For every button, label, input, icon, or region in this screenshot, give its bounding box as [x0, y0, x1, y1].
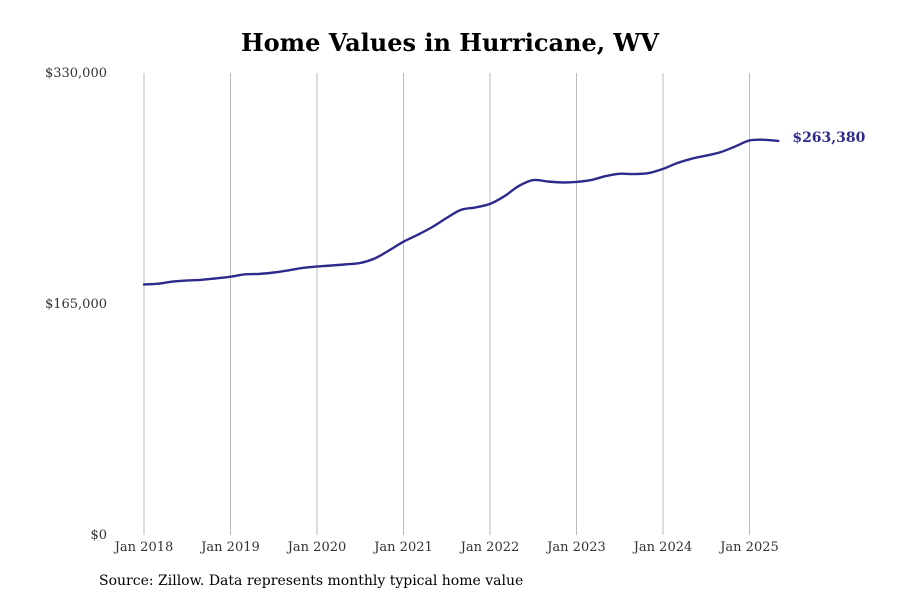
y-tick-label: $330,000 — [45, 66, 107, 81]
x-tick-label: Jan 2020 — [286, 540, 347, 555]
x-tick-label: Jan 2023 — [545, 540, 606, 555]
x-tick-label: Jan 2019 — [199, 540, 260, 555]
x-tick-label: Jan 2024 — [632, 540, 693, 555]
home-value-line — [142, 138, 780, 286]
x-tick-label: Jan 2022 — [459, 540, 520, 555]
x-tick-label: Jan 2018 — [113, 540, 174, 555]
y-tick-label: $0 — [90, 528, 107, 543]
chart-title: Home Values in Hurricane, WV — [241, 28, 659, 57]
source-note: Source: Zillow. Data represents monthly … — [99, 573, 524, 589]
grid-layer — [143, 73, 750, 535]
latest-value-label: $263,380 — [792, 130, 865, 146]
x-axis-labels: Jan 2018 Jan 2019 Jan 2020 Jan 2021 Jan 2022… — [113, 540, 779, 555]
x-tick-label: Jan 2021 — [372, 540, 433, 555]
x-tick-label: Jan 2025 — [718, 540, 779, 555]
y-tick-label: $165,000 — [45, 297, 107, 312]
y-axis-labels: $0 $165,000 $330,000 — [45, 66, 107, 543]
